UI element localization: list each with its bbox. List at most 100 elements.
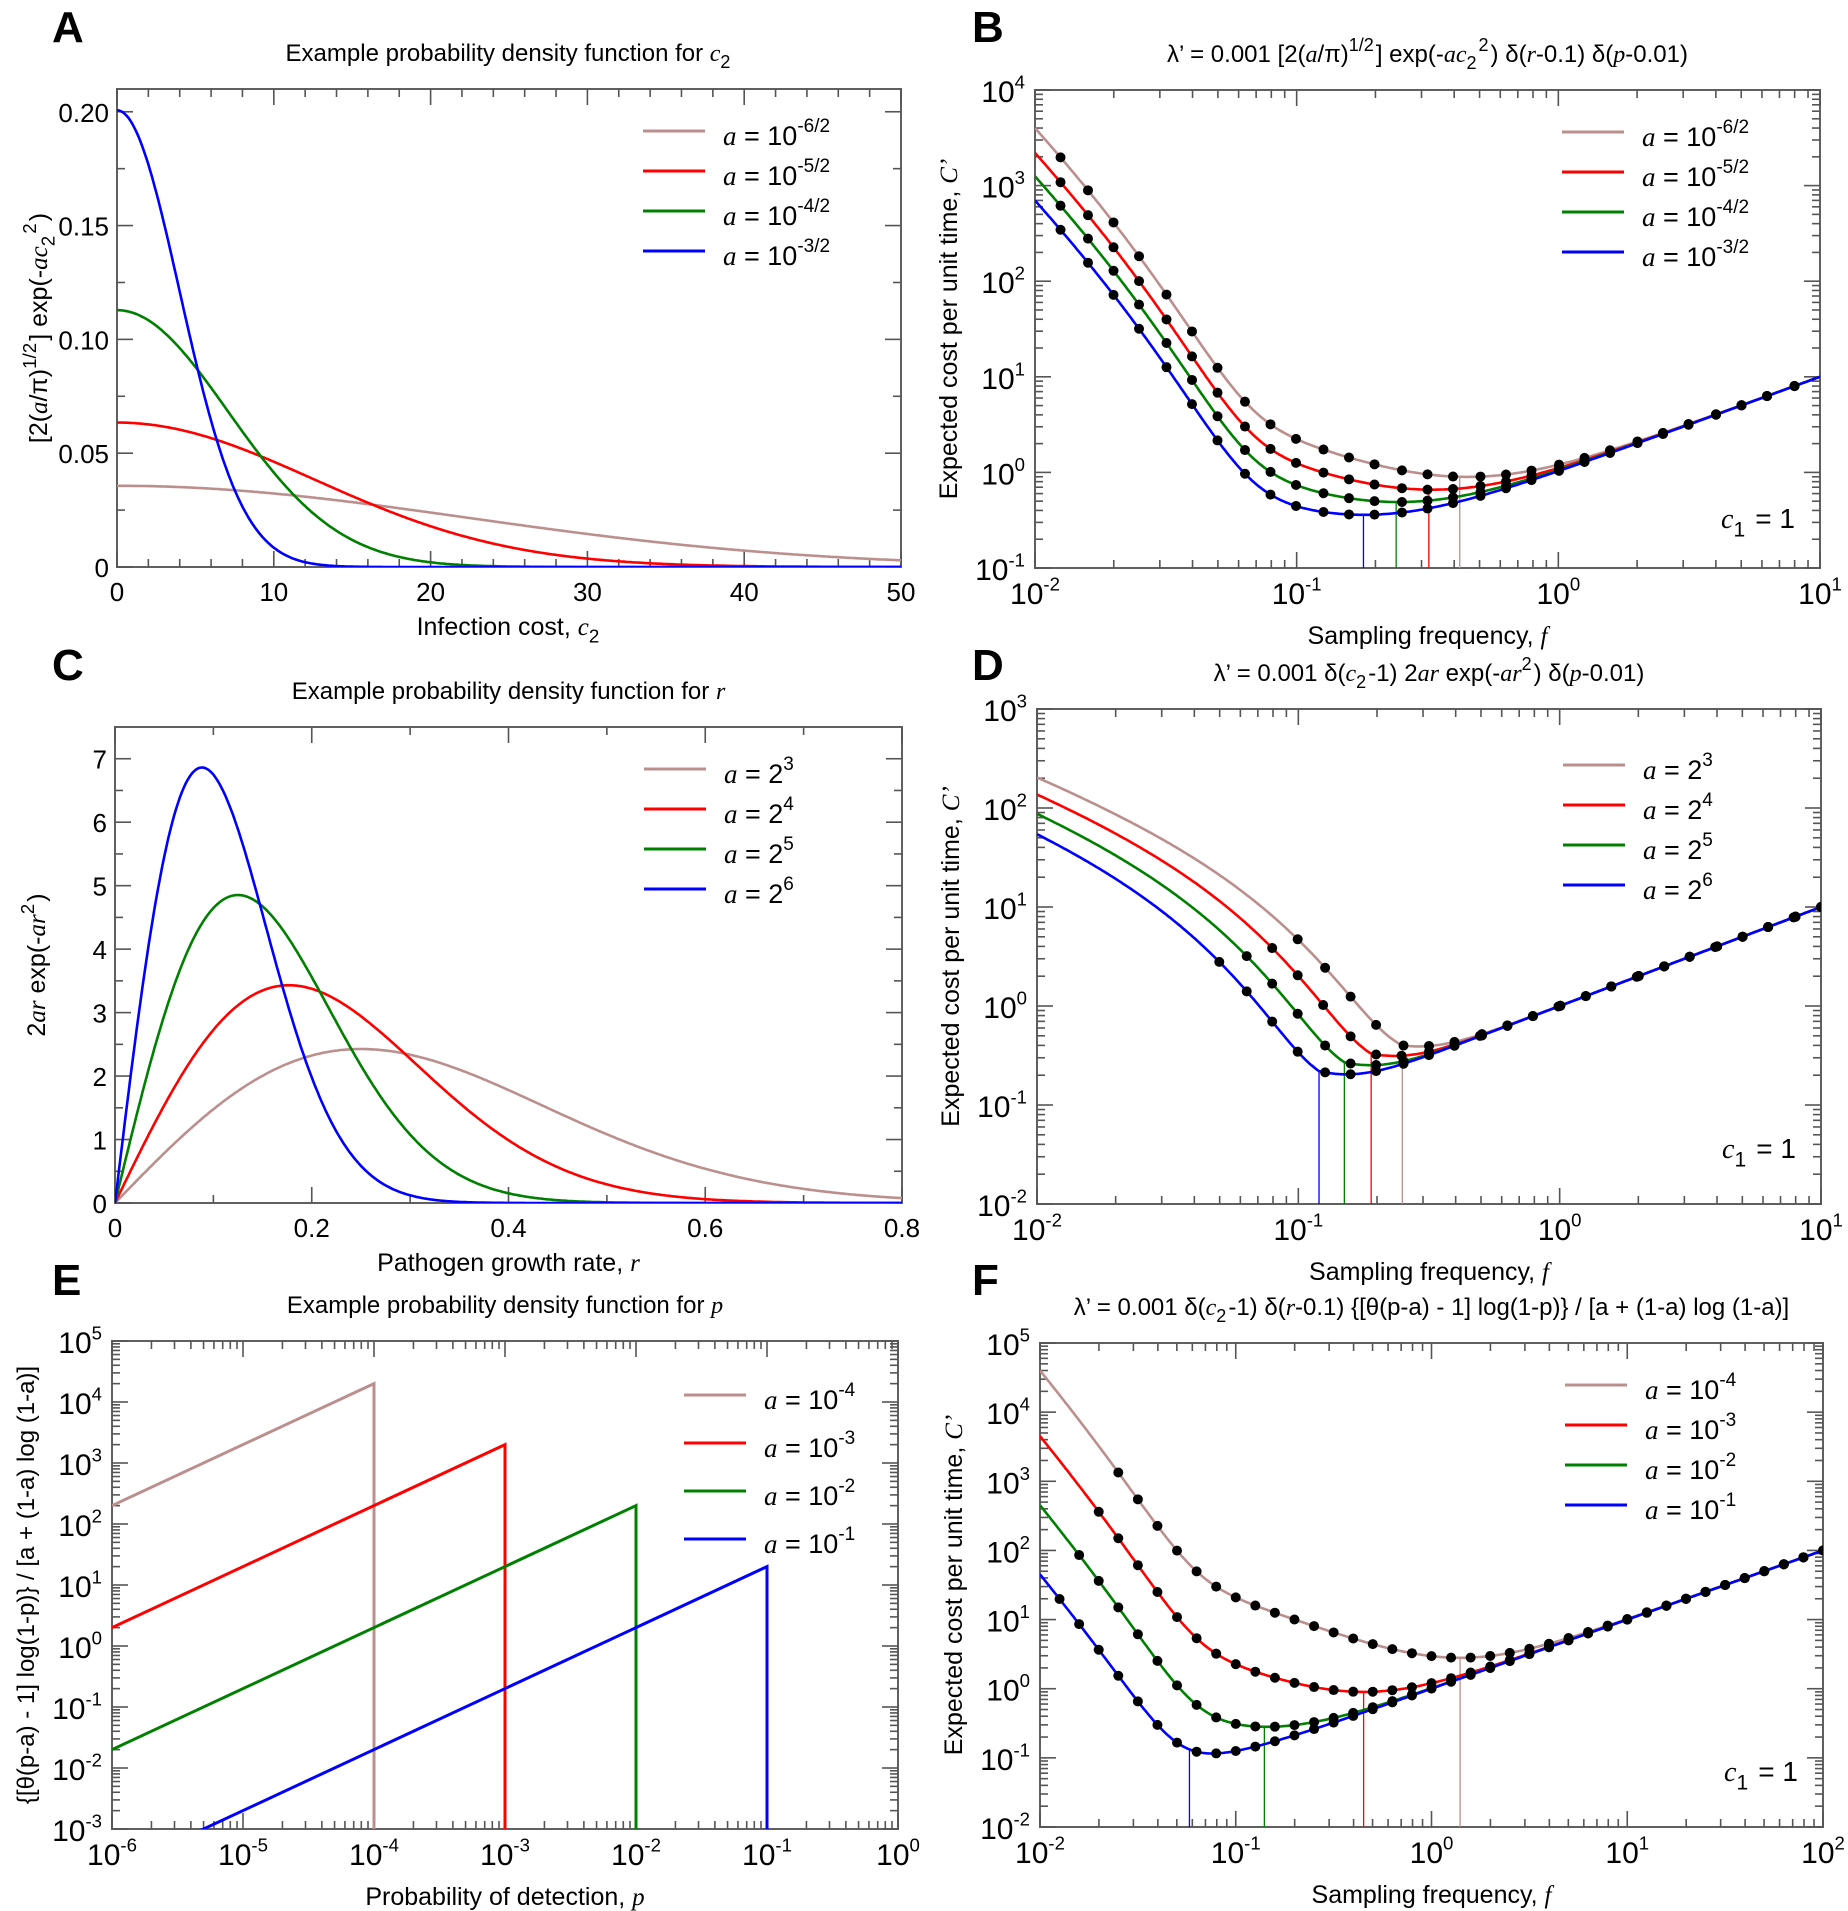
- legend-label-3: a = 25: [1643, 830, 1713, 865]
- simulation-point: [1134, 323, 1145, 334]
- panel-a: A Example probability density function fo…: [19, 3, 916, 647]
- c1-annotation: c1 = 1: [1722, 1133, 1796, 1171]
- simulation-point: [1265, 489, 1276, 500]
- y-tick-label: 104: [981, 72, 1025, 110]
- simulation-point: [1344, 474, 1354, 485]
- simulation-point: [1367, 1704, 1378, 1715]
- legend-label-2: a = 10-5/2: [1642, 157, 1749, 192]
- simulation-point: [1579, 456, 1590, 467]
- legend-label-2: a = 24: [724, 794, 794, 829]
- simulation-point: [1055, 224, 1066, 235]
- simulation-point: [1422, 484, 1433, 495]
- simulation-point: [1422, 469, 1433, 480]
- series-line-3: [115, 893, 902, 1203]
- simulation-point: [1161, 314, 1172, 325]
- simulation-point: [1406, 1648, 1417, 1659]
- simulation-point: [1267, 978, 1278, 989]
- simulation-point: [1291, 479, 1302, 490]
- chart-title: λ’ = 0.001 δ(c2 -1) δ(r-0.1) {[θ(p-a) - …: [1074, 1294, 1789, 1326]
- simulation-point: [1230, 1745, 1241, 1756]
- simulation-point: [1396, 507, 1407, 518]
- simulation-point: [1633, 971, 1644, 982]
- simulation-point: [1239, 445, 1250, 456]
- simulation-point: [1641, 1607, 1652, 1618]
- panel-c: C Example probability density function fo…: [17, 641, 920, 1277]
- simulation-point: [1230, 1718, 1241, 1729]
- y-tick-label: 10-2: [977, 1186, 1027, 1224]
- simulation-point: [1501, 483, 1511, 494]
- legend-label-4: a = 26: [724, 874, 794, 909]
- legend-label-2: a = 24: [1643, 790, 1713, 825]
- simulation-point: [1448, 498, 1459, 509]
- simulation-point: [1371, 1019, 1382, 1030]
- y-tick-label: 102: [981, 263, 1025, 301]
- plot-frame: [1034, 89, 1821, 569]
- simulation-point: [1187, 326, 1197, 337]
- plot-area: [112, 1381, 769, 1829]
- y-tick-label: 10-3: [52, 1811, 102, 1849]
- simulation-point: [1187, 351, 1197, 362]
- y-axis-label: Expected cost per unit time, C’: [940, 1415, 968, 1755]
- x-tick-label: 0: [110, 577, 124, 607]
- simulation-point: [1318, 488, 1329, 499]
- simulation-point: [1789, 381, 1800, 392]
- simulation-point: [1172, 1545, 1183, 1556]
- simulation-point: [1082, 257, 1093, 268]
- y-tick-label: 100: [58, 1628, 102, 1666]
- simulation-point: [1606, 981, 1617, 992]
- simulation-point: [1269, 1736, 1280, 1747]
- x-tick-label: 10-3: [480, 1835, 530, 1873]
- simulation-point: [1292, 1046, 1303, 1057]
- x-tick-label: 50: [887, 577, 916, 607]
- x-tick-label: 0.8: [884, 1213, 920, 1243]
- legend-label-3: a = 10-4/2: [723, 196, 830, 231]
- simulation-point: [1369, 496, 1380, 507]
- tick-marks: [114, 727, 903, 1204]
- x-axis-label: Infection cost, c2: [417, 613, 602, 647]
- simulation-point: [1239, 421, 1250, 432]
- simulation-point: [1485, 1662, 1496, 1673]
- simulation-point: [1267, 1016, 1278, 1027]
- simulation-point: [1082, 233, 1093, 244]
- simulation-point: [1816, 902, 1821, 912]
- y-tick-label: 0.15: [58, 212, 109, 242]
- simulation-point: [1161, 289, 1172, 300]
- y-tick-label: 10-1: [52, 1689, 102, 1727]
- x-tick-label: 10-1: [1273, 1210, 1323, 1248]
- simulation-point: [1762, 391, 1773, 402]
- simulation-point: [1093, 1506, 1104, 1517]
- simulation-point: [1309, 1724, 1320, 1735]
- y-tick-label: 10-1: [977, 1087, 1027, 1125]
- panel-letter: D: [972, 641, 1004, 690]
- simulation-point: [1191, 1566, 1202, 1577]
- legend-label-2: a = 10-3: [1645, 1410, 1736, 1445]
- simulation-point: [1683, 419, 1694, 430]
- y-axis-label: {[θ(p-a) - 1] log(1-p)} / [a + (1-a) log…: [13, 1366, 40, 1804]
- simulation-point: [1502, 1020, 1513, 1031]
- simulation-point: [1398, 1058, 1409, 1069]
- simulation-point: [1736, 400, 1747, 411]
- x-tick-label: 101: [1605, 1833, 1649, 1871]
- simulation-point: [1250, 1721, 1261, 1732]
- y-tick-label: 7: [93, 745, 107, 775]
- simulation-point: [1172, 1680, 1183, 1691]
- y-tick-label: 10-2: [52, 1750, 102, 1788]
- simulation-point: [1328, 1717, 1339, 1728]
- plot-area: [115, 766, 902, 1203]
- plot-area: [117, 109, 901, 567]
- simulation-point: [1345, 1069, 1356, 1080]
- simulation-point: [1172, 1612, 1183, 1623]
- chart-title: λ’ = 0.001 [2(a/π)1/2 ] exp(-ac2 2 ) δ(r…: [1167, 35, 1688, 73]
- simulation-point: [1265, 443, 1276, 454]
- simulation-point: [1485, 1650, 1496, 1661]
- simulation-point: [1250, 1666, 1261, 1677]
- simulation-point: [1700, 1586, 1711, 1597]
- series-line-4: [115, 766, 902, 1203]
- simulation-point: [1763, 922, 1774, 933]
- simulation-point: [1269, 1607, 1280, 1618]
- simulation-point: [1424, 1050, 1434, 1061]
- simulation-point: [1132, 1494, 1143, 1505]
- simulation-point: [1476, 1030, 1487, 1041]
- simulation-point: [1446, 1652, 1457, 1663]
- x-axis-label: Sampling frequency, f: [1312, 1881, 1555, 1909]
